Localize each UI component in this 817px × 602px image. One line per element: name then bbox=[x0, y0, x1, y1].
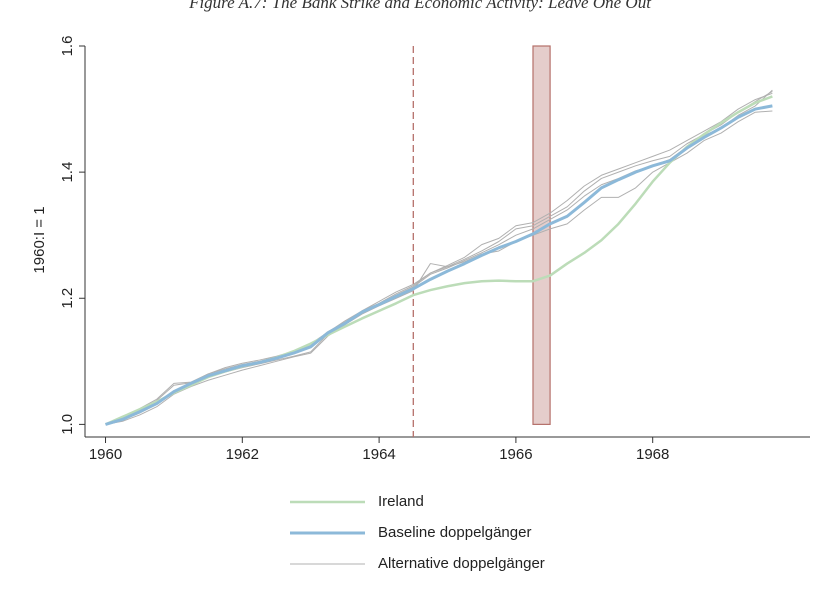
x-tick-label: 1966 bbox=[499, 446, 532, 463]
x-tick-label: 1968 bbox=[636, 446, 669, 463]
y-tick-label: 1.2 bbox=[59, 288, 76, 309]
y-tick-label: 1.6 bbox=[59, 36, 76, 57]
x-tick-label: 1960 bbox=[89, 446, 122, 463]
shaded-region bbox=[532, 45, 551, 425]
chart-title: Figure A.7: The Bank Strike and Economic… bbox=[188, 0, 652, 12]
x-tick-label: 1964 bbox=[362, 446, 395, 463]
y-axis-label: 1960:I = 1 bbox=[31, 206, 48, 273]
legend-label: Baseline doppelgänger bbox=[378, 524, 531, 541]
series-line bbox=[105, 110, 773, 425]
y-tick-label: 1.4 bbox=[59, 162, 76, 183]
legend-label: Alternative doppelgänger bbox=[378, 555, 545, 572]
y-tick-label: 1.0 bbox=[59, 414, 76, 435]
series-line bbox=[105, 104, 773, 426]
legend-label: Ireland bbox=[378, 493, 424, 510]
series-line bbox=[105, 92, 773, 425]
x-tick-label: 1962 bbox=[226, 446, 259, 463]
series-line bbox=[105, 90, 773, 425]
